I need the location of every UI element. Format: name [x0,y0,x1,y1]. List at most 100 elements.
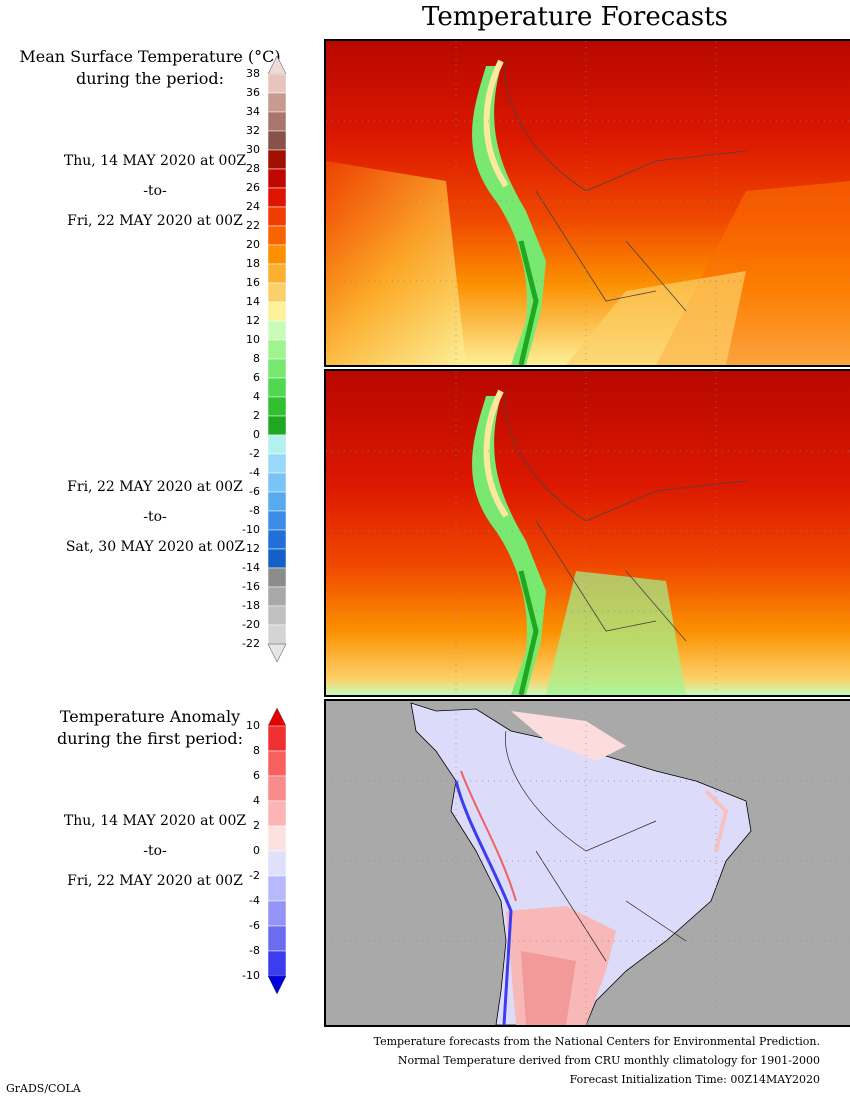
temp-colorbar-top-arrow [267,56,287,75]
temp-colorbar-tick-label: -8 [249,504,260,517]
temp-colorbar-tick-label: 34 [246,105,260,118]
temp-colorbar-swatch [267,320,287,341]
anom-colorbar-bottom-arrow [267,975,287,995]
temp-colorbar-swatch [267,396,287,417]
temp-colorbar-swatch [267,339,287,360]
temp-colorbar-tick-label: 30 [246,143,260,156]
temp-colorbar-swatch [267,358,287,379]
temp-colorbar-swatch [267,92,287,113]
temp-colorbar-swatch [267,605,287,626]
period3-start: Thu, 14 MAY 2020 at 00Z [63,813,247,829]
temp-colorbar-tick-label: 26 [246,181,260,194]
temp-colorbar-tick-label: -18 [242,599,260,612]
temp-colorbar-tick-label: 16 [246,276,260,289]
temp-colorbar-swatch [267,529,287,550]
map-panel-period1 [324,39,850,367]
anomaly-colorbar [267,708,287,995]
anomaly-heading: Temperature Anomaly during the first per… [10,706,290,750]
temp-colorbar-tick-label: 18 [246,257,260,270]
anom-colorbar-tick-label: 2 [253,819,260,832]
temp-colorbar-tick-label: -22 [242,637,260,650]
temp-colorbar-swatch [267,111,287,132]
mean-temp-heading: Mean Surface Temperature (°C) during the… [10,46,290,90]
temp-colorbar-swatch [267,187,287,208]
anom-colorbar-swatch [267,750,287,777]
mean-temp-heading-line2: during the period: [76,69,224,88]
mean-temp-heading-line1: Mean Surface Temperature (°C) [19,47,281,66]
temp-colorbar-tick-label: 2 [253,409,260,422]
anom-colorbar-swatch [267,775,287,802]
anomaly-heading-line1: Temperature Anomaly [59,707,241,726]
temp-colorbar-tick-label: -16 [242,580,260,593]
footer-line3: Forecast Initialization Time: 00Z14MAY20… [569,1073,820,1086]
temp-colorbar-swatch [267,415,287,436]
anom-colorbar-tick-label: 4 [253,794,260,807]
temp-colorbar-swatch [267,377,287,398]
anom-colorbar-tick-label: -10 [242,969,260,982]
map-panel-period2 [324,369,850,697]
anom-colorbar-top-arrow [267,708,287,727]
temp-colorbar-swatch [267,130,287,151]
anom-colorbar-swatch [267,925,287,952]
temp-colorbar-swatch [267,510,287,531]
temp-colorbar-tick-label: -4 [249,466,260,479]
temp-colorbar-swatch [267,149,287,170]
period2-start: Fri, 22 MAY 2020 at 00Z [67,479,243,495]
temp-colorbar-swatch [267,263,287,284]
temp-colorbar-tick-label: 22 [246,219,260,232]
page-title: Temperature Forecasts [422,2,728,32]
period1-start: Thu, 14 MAY 2020 at 00Z [63,153,247,169]
period1-end: Fri, 22 MAY 2020 at 00Z [67,213,243,229]
temperature-colorbar [267,56,287,663]
grads-credit: GrADS/COLA [6,1082,81,1095]
anom-colorbar-swatch [267,850,287,877]
anomaly-heading-line2: during the first period: [56,729,244,748]
anom-colorbar-tick-label: -4 [249,894,260,907]
anom-colorbar-swatch [267,800,287,827]
period2-end: Sat, 30 MAY 2020 at 00Z [65,539,245,555]
anom-colorbar-tick-label: 10 [246,719,260,732]
period3-sep: -to- [143,843,167,859]
temp-colorbar-swatch [267,624,287,645]
temp-colorbar-swatch [267,567,287,588]
temp-colorbar-tick-label: 36 [246,86,260,99]
temp-colorbar-swatch [267,548,287,569]
temp-colorbar-tick-label: 32 [246,124,260,137]
anom-colorbar-swatch [267,825,287,852]
temp-colorbar-tick-label: 8 [253,352,260,365]
anom-colorbar-tick-label: -6 [249,919,260,932]
temp-colorbar-tick-label: 28 [246,162,260,175]
anom-colorbar-swatch [267,950,287,977]
temp-colorbar-tick-label: 12 [246,314,260,327]
footer-line2: Normal Temperature derived from CRU mont… [397,1054,820,1067]
period3-dates: Thu, 14 MAY 2020 at 00Z -to- Fri, 22 MAY… [10,806,300,896]
temp-colorbar-swatch [267,434,287,455]
footer-notes: Temperature forecasts from the National … [260,1032,820,1089]
temp-colorbar-tick-label: 0 [253,428,260,441]
temp-colorbar-tick-label: -2 [249,447,260,460]
footer-line1: Temperature forecasts from the National … [373,1035,820,1048]
map-panel-anomaly [324,699,850,1027]
temp-colorbar-swatch [267,225,287,246]
anom-colorbar-tick-label: 0 [253,844,260,857]
temp-colorbar-swatch [267,244,287,265]
temp-colorbar-tick-label: -20 [242,618,260,631]
temp-colorbar-tick-label: 20 [246,238,260,251]
anom-colorbar-swatch [267,875,287,902]
temp-colorbar-swatch [267,301,287,322]
temp-colorbar-tick-label: 38 [246,67,260,80]
temp-colorbar-tick-label: 6 [253,371,260,384]
temp-colorbar-swatch [267,73,287,94]
temp-colorbar-bottom-arrow [267,643,287,663]
temp-colorbar-tick-label: 14 [246,295,260,308]
period3-end: Fri, 22 MAY 2020 at 00Z [67,873,243,889]
temp-colorbar-tick-label: 4 [253,390,260,403]
temp-colorbar-tick-label: 10 [246,333,260,346]
period1-dates: Thu, 14 MAY 2020 at 00Z -to- Fri, 22 MAY… [10,146,300,236]
temp-colorbar-tick-label: -12 [242,542,260,555]
period2-dates: Fri, 22 MAY 2020 at 00Z -to- Sat, 30 MAY… [10,472,300,562]
anom-colorbar-tick-label: 6 [253,769,260,782]
anom-colorbar-tick-label: -8 [249,944,260,957]
temp-colorbar-tick-label: -6 [249,485,260,498]
period1-sep: -to- [143,183,167,199]
